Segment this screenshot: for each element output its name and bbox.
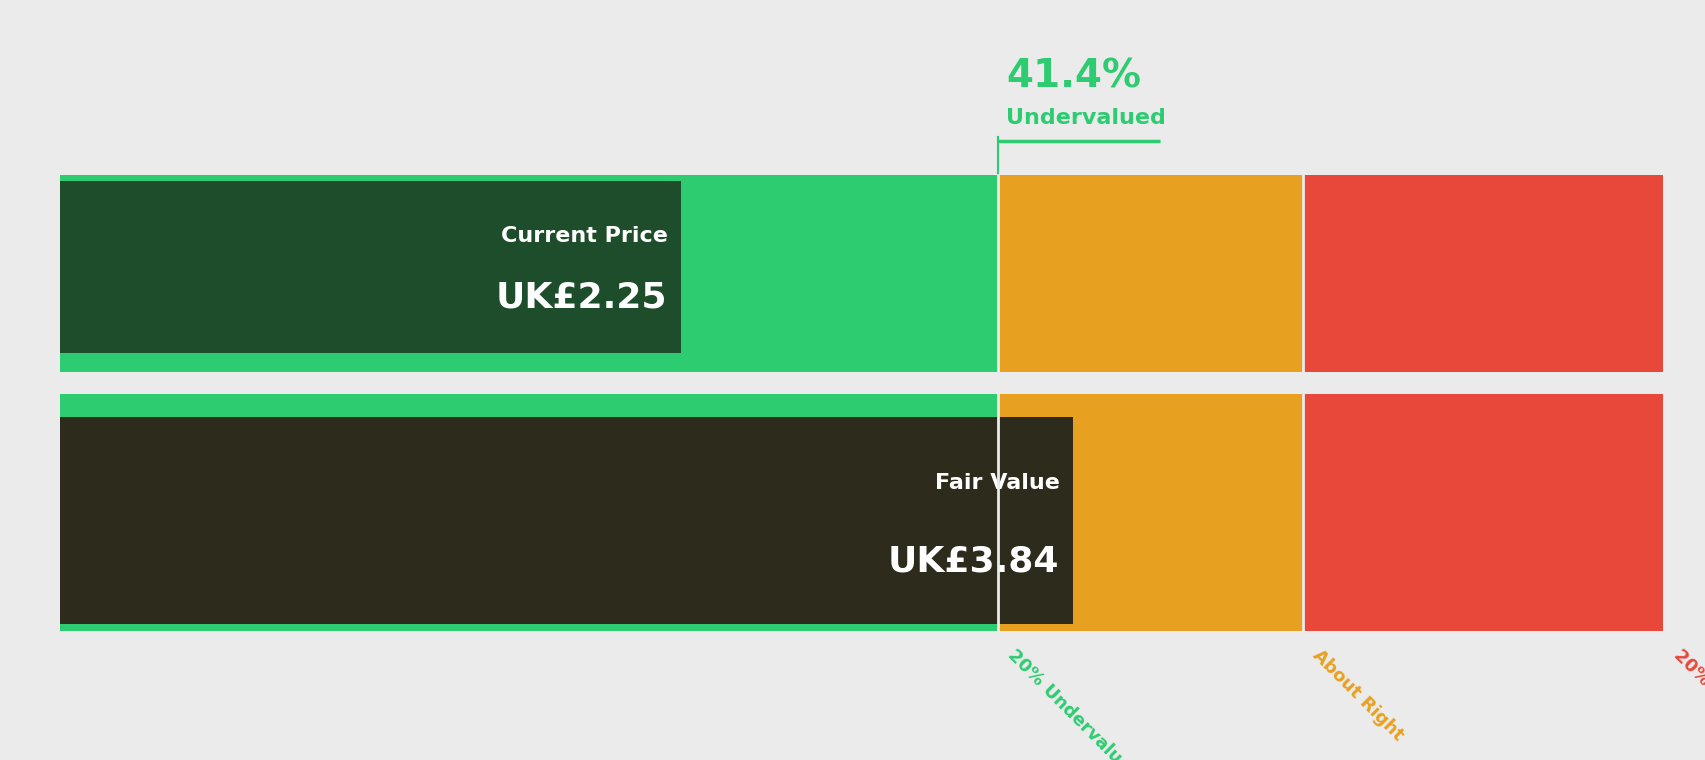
Bar xyxy=(1303,394,1662,631)
Text: About Right: About Right xyxy=(1309,646,1407,744)
Text: Undervalued: Undervalued xyxy=(1006,108,1166,128)
Text: Fair Value: Fair Value xyxy=(934,473,1059,493)
Text: 20% Overvalued: 20% Overvalued xyxy=(1669,646,1705,760)
Bar xyxy=(997,394,1303,631)
Text: Current Price: Current Price xyxy=(500,226,667,245)
Text: UK£3.84: UK£3.84 xyxy=(888,545,1059,579)
Text: 41.4%: 41.4% xyxy=(1006,57,1141,95)
Bar xyxy=(1303,175,1662,372)
Text: 20% Undervalued: 20% Undervalued xyxy=(1004,646,1142,760)
Bar xyxy=(60,175,997,372)
Bar xyxy=(60,394,997,631)
Bar xyxy=(997,175,1303,372)
Bar xyxy=(60,417,1072,624)
Text: UK£2.25: UK£2.25 xyxy=(496,280,667,315)
Bar xyxy=(60,181,680,353)
